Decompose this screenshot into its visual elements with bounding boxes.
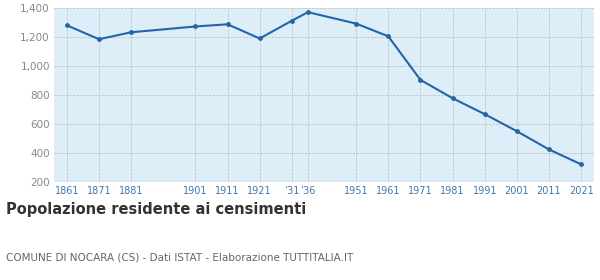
Text: Popolazione residente ai censimenti: Popolazione residente ai censimenti — [6, 202, 306, 217]
Text: COMUNE DI NOCARA (CS) - Dati ISTAT - Elaborazione TUTTITALIA.IT: COMUNE DI NOCARA (CS) - Dati ISTAT - Ela… — [6, 252, 353, 262]
